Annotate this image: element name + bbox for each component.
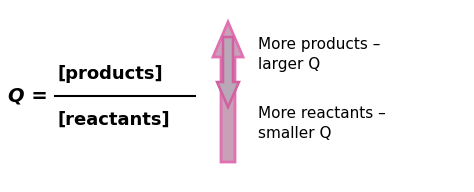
Text: Q =: Q =: [8, 87, 55, 105]
FancyArrow shape: [213, 22, 243, 162]
Text: larger Q: larger Q: [258, 56, 320, 71]
Text: [reactants]: [reactants]: [58, 111, 171, 129]
Text: [products]: [products]: [58, 65, 164, 83]
FancyArrow shape: [217, 37, 239, 107]
Text: More products –: More products –: [258, 36, 380, 51]
Text: More reactants –: More reactants –: [258, 107, 386, 122]
Text: smaller Q: smaller Q: [258, 127, 331, 142]
